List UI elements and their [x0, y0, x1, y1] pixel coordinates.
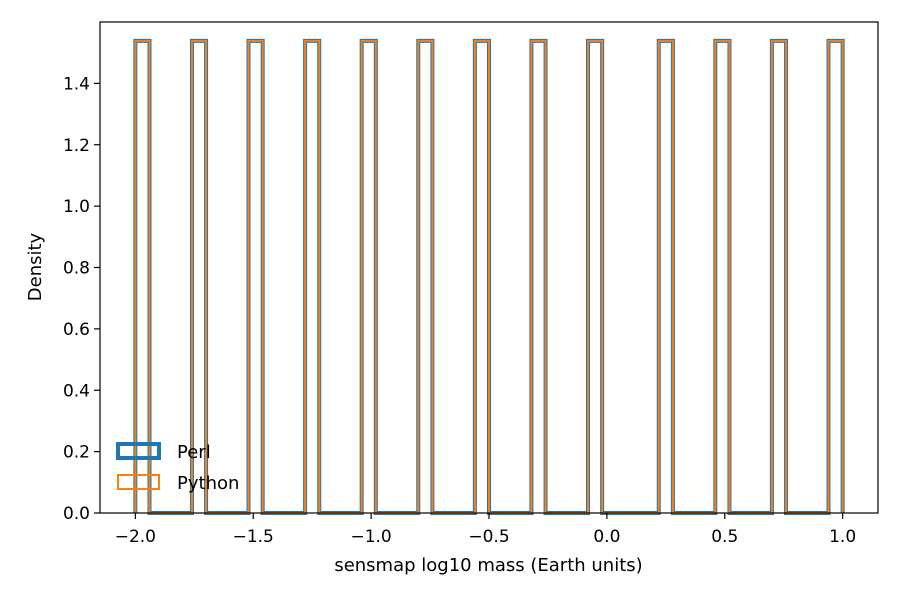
x-tick-label: −1.0 — [350, 527, 391, 547]
x-tick-label: −1.5 — [233, 527, 274, 547]
plot-area — [133, 38, 845, 515]
x-tick-label: −2.0 — [115, 527, 156, 547]
y-tick-label: 0.8 — [63, 259, 90, 279]
y-tick-label: 0.0 — [63, 504, 90, 524]
legend-label-python: Python — [177, 473, 239, 494]
histogram-series-python — [134, 39, 844, 514]
x-tick-label: 0.5 — [711, 527, 738, 547]
y-tick-label: 1.0 — [63, 197, 90, 217]
y-axis-label: Density — [25, 232, 46, 301]
legend-label-perl: Perl — [177, 442, 211, 463]
x-tick-label: 0.0 — [593, 527, 620, 547]
y-tick-label: 0.2 — [63, 443, 90, 463]
legend-swatch-perl — [116, 442, 161, 460]
legend-swatch-python — [117, 474, 160, 490]
legend: Perl Python — [116, 442, 239, 494]
x-tick-label: 1.0 — [829, 527, 856, 547]
y-tick-label: 0.4 — [63, 381, 90, 401]
y-tick-label: 1.4 — [63, 74, 90, 94]
y-tick-label: 0.6 — [63, 320, 90, 340]
y-tick-label: 1.2 — [63, 136, 90, 156]
x-axis-label: sensmap log10 mass (Earth units) — [334, 555, 642, 576]
axes: −2.0 −1.5 −1.0 −0.5 0.0 0.5 1.0 0.0 0.2 0.4 0.6 0.8… — [63, 21, 879, 547]
x-tick-label: −0.5 — [468, 527, 509, 547]
